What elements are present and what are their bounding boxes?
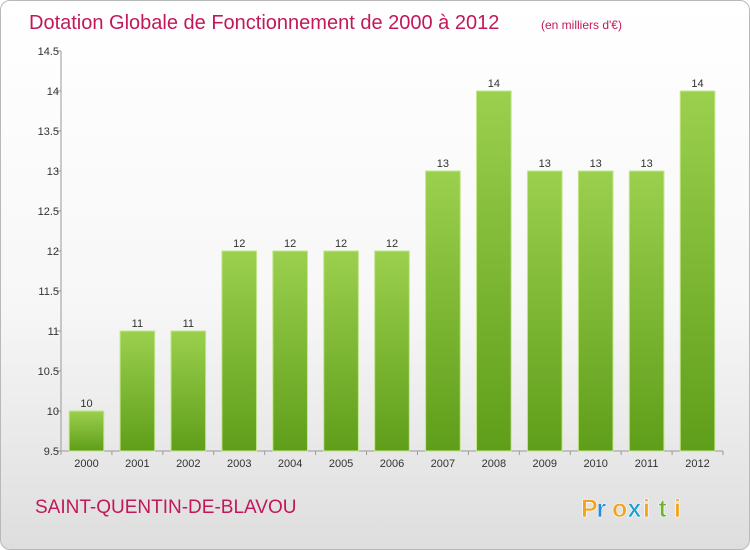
data-label: 12 <box>233 238 245 250</box>
data-label: 12 <box>284 238 296 250</box>
bar <box>476 90 512 452</box>
logo-letter: i <box>674 495 681 523</box>
logo-letter: r <box>597 495 607 523</box>
bar <box>170 330 207 452</box>
bar <box>628 170 665 452</box>
y-tick-label: 9.5 <box>44 446 59 458</box>
x-tick-label: 2010 <box>583 458 607 470</box>
x-tick-label: 2008 <box>482 458 506 470</box>
x-tick-label: 2005 <box>329 458 353 470</box>
data-label: 12 <box>335 238 347 250</box>
y-tick-label: 10 <box>47 406 59 418</box>
logo-letter: o <box>612 495 627 523</box>
proxiti-logo: Pr o x i t i <box>581 495 682 524</box>
logo-letter: x <box>628 495 642 523</box>
commune-name: SAINT-QUENTIN-DE-BLAVOU <box>35 497 296 518</box>
y-tick-label: 11 <box>48 326 59 338</box>
chart-title: Dotation Globale de Fonctionnement de 20… <box>29 12 499 34</box>
bar <box>526 170 563 452</box>
data-label: 11 <box>132 318 143 330</box>
bar <box>272 250 308 452</box>
bar <box>679 90 716 452</box>
x-tick-label: 2000 <box>74 458 98 470</box>
bar <box>68 410 105 452</box>
y-tick-label: 14.5 <box>38 46 59 58</box>
x-tick-label: 2002 <box>176 458 200 470</box>
x-tick-label: 2003 <box>227 458 251 470</box>
logo-letter: i <box>643 495 650 523</box>
x-tick-label: 2011 <box>635 458 659 470</box>
x-tick-label: 2012 <box>685 458 709 470</box>
chart-subtitle: (en milliers d'€) <box>541 18 622 32</box>
bar <box>577 170 614 452</box>
data-label: 12 <box>386 238 398 250</box>
y-tick-label: 11.5 <box>38 286 59 298</box>
x-tick-label: 2007 <box>431 458 455 470</box>
y-tick-label: 13 <box>47 166 59 178</box>
data-label: 14 <box>691 78 703 90</box>
data-labels: 10 11 11 12 12 12 12 13 14 13 13 13 14 <box>80 78 703 410</box>
bar <box>221 250 258 452</box>
data-label: 13 <box>539 158 551 170</box>
bar <box>119 330 156 452</box>
bar <box>323 250 359 452</box>
y-tick-label: 14 <box>47 86 59 98</box>
data-label: 13 <box>437 158 449 170</box>
data-label: 13 <box>640 158 652 170</box>
bar <box>374 250 410 452</box>
x-axis: 2000 2001 2002 2003 2004 2005 2006 2007 2008 2009… <box>60 450 724 470</box>
y-tick-label: 10.5 <box>38 366 59 378</box>
y-tick-label: 12.5 <box>38 206 59 218</box>
logo-letter: t <box>659 495 668 523</box>
x-tick-label: 2001 <box>125 458 149 470</box>
data-label: 14 <box>488 78 500 90</box>
x-tick-label: 2006 <box>380 458 404 470</box>
data-label: 13 <box>590 158 602 170</box>
logo-letter: P <box>581 495 598 523</box>
x-tick-label: 2009 <box>533 458 557 470</box>
y-tick-label: 13.5 <box>38 126 59 138</box>
y-axis: 9.5 10 10.5 11 11.5 12 12.5 13 13.5 14 14.5 <box>38 46 62 458</box>
x-tick-label: 2004 <box>278 458 302 470</box>
y-tick-label: 12 <box>47 246 59 258</box>
data-label: 11 <box>183 318 194 330</box>
bar-series <box>68 90 716 452</box>
data-label: 10 <box>80 398 92 410</box>
bar <box>425 170 461 452</box>
